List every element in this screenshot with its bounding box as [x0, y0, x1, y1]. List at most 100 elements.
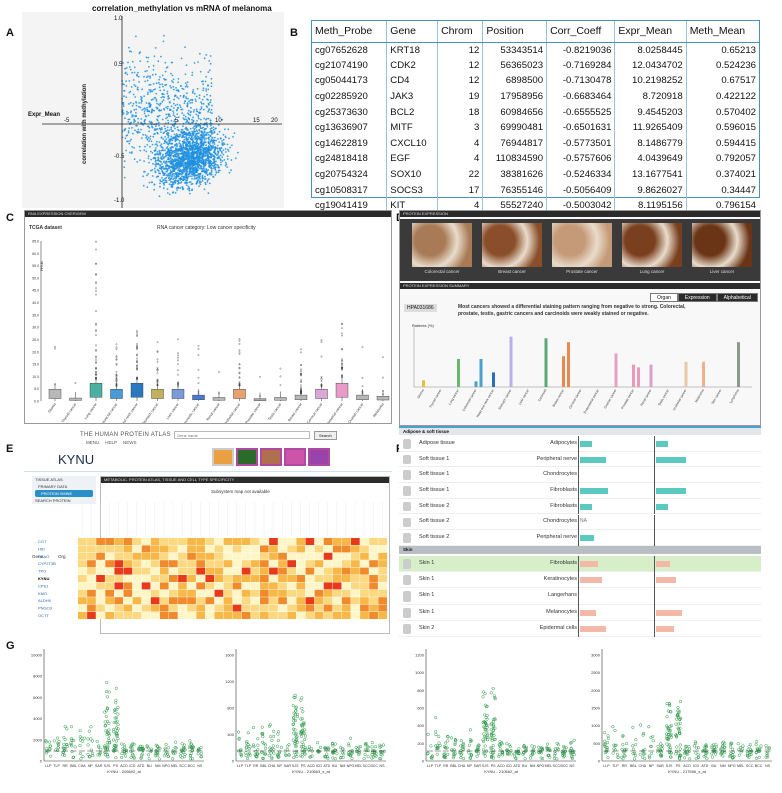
ihc-image[interactable]	[482, 223, 542, 267]
scatter-point	[163, 89, 165, 92]
scatter-point	[155, 98, 158, 101]
heatmap-gene-label[interactable]: CGT	[38, 539, 47, 544]
heatmap-gene-label[interactable]: HID	[38, 546, 45, 551]
heatmap-gene-label[interactable]: PNGO3	[38, 606, 53, 611]
scatter-point	[209, 94, 212, 97]
tab-alphabetical[interactable]: Alphabetical	[716, 293, 758, 302]
cell-type-row[interactable]: Skin 1 Keratinocytes	[399, 572, 761, 589]
cell-type-row[interactable]: Skin 1 Melanocytes	[399, 604, 761, 621]
data-point	[452, 754, 456, 758]
heatmap-gene-label[interactable]: TPO	[38, 569, 46, 574]
hpa-site-title[interactable]: THE HUMAN PROTEIN ATLAS	[80, 432, 171, 438]
scatter-point	[181, 129, 184, 131]
scatter-point	[191, 92, 194, 94]
data-point	[434, 744, 438, 748]
scatter-point	[161, 93, 164, 96]
ihc-image[interactable]	[692, 223, 752, 267]
atlas-tab-icon[interactable]	[212, 448, 234, 466]
nav-news[interactable]: NEWS	[123, 440, 137, 445]
scatter-point	[161, 155, 164, 158]
tab-organ[interactable]: Organ	[650, 293, 678, 302]
heatmap-gene-label[interactable]: KMO	[38, 591, 47, 596]
cell-type-row[interactable]: Skin 2 Epidermal cells	[399, 620, 761, 637]
side-protein-shine[interactable]: PROTEIN SHINE	[35, 490, 93, 497]
atlas-tab-icon[interactable]	[236, 448, 258, 466]
heatmap-cell	[96, 560, 105, 568]
ihc-image[interactable]	[622, 223, 682, 267]
data-point	[453, 743, 457, 747]
nav-menu[interactable]: MENU	[86, 440, 100, 445]
heatmap-cell	[114, 597, 124, 605]
scatter-point	[149, 138, 152, 140]
side-tissue-atlas[interactable]: TISSUE ATLAS	[35, 477, 63, 482]
x-tick: TLP	[435, 764, 442, 768]
cell-type-row[interactable]: Soft tissue 2 Chondrocytes NA	[399, 514, 761, 531]
cell-type-row[interactable]: Skin 1 Langerhans	[399, 588, 761, 605]
x-tick: BU	[147, 764, 152, 768]
heatmap-gene-label[interactable]: CYP2T3B	[38, 561, 56, 566]
atlas-tab-icon[interactable]	[284, 448, 306, 466]
data-point	[677, 731, 681, 735]
data-point	[189, 757, 193, 761]
x-tick: ATD	[137, 764, 144, 768]
heatmap-cell	[178, 597, 187, 605]
scatter-point	[136, 88, 139, 90]
data-point	[137, 746, 141, 750]
scatter-point	[205, 90, 208, 92]
scatter-point	[189, 140, 191, 143]
panel-d-antibody[interactable]: HPA031686	[404, 304, 437, 312]
cell-type-row[interactable]: Soft tissue 1 Fibroblasts	[399, 483, 761, 499]
cell-type-row[interactable]: Soft tissue 1 Chondrocytes	[399, 467, 761, 484]
data-point	[293, 728, 297, 732]
x-tick: SJS	[292, 764, 299, 768]
hpa-search-input[interactable]	[174, 431, 310, 439]
protein-level-bar	[656, 440, 668, 447]
data-point	[246, 743, 250, 747]
tab-expression[interactable]: Expression	[677, 293, 717, 302]
data-point	[694, 751, 698, 755]
data-point	[294, 735, 298, 740]
ihc-image[interactable]	[412, 223, 472, 267]
heatmap-gene-label[interactable]: OCTT	[38, 613, 49, 618]
nav-help[interactable]: HELP	[105, 440, 118, 445]
cell-type-row[interactable]: Soft tissue 1 Peripheral nerve	[399, 451, 761, 468]
atlas-tab-icon[interactable]	[308, 448, 330, 466]
heatmap-gene-label[interactable]: KYNU	[38, 576, 49, 581]
scatter-point	[205, 118, 207, 121]
scatter-point	[161, 74, 164, 77]
heatmap-gene-label[interactable]: HAAO	[38, 554, 49, 559]
panel-b-cell: cg20754324	[312, 166, 388, 183]
heatmap-gene-label[interactable]: ALDH9	[38, 598, 52, 603]
x-tick: Glioma	[47, 402, 57, 413]
atlas-tab-icon[interactable]	[260, 448, 282, 466]
scatter-point	[197, 167, 200, 169]
side-search-protein[interactable]: SEARCH PROTEIN	[35, 498, 71, 503]
heatmap-cell	[196, 597, 205, 605]
data-point	[303, 738, 307, 742]
ihc-image[interactable]	[552, 223, 612, 267]
heatmap-cell	[96, 538, 105, 545]
scatter-point	[154, 157, 157, 160]
scatter-point	[166, 90, 169, 93]
data-point	[300, 706, 304, 710]
scatter-point	[196, 162, 199, 165]
cell-type-row[interactable]: Soft tissue 2 Peripheral nerve	[399, 530, 761, 546]
data-point	[299, 731, 303, 736]
scatter-point	[187, 142, 190, 145]
panel-b-cell: 9.4545203	[614, 104, 687, 120]
data-point	[323, 755, 327, 759]
y-tick: 0	[40, 759, 43, 764]
panel-b-cell: 0.374021	[715, 169, 756, 181]
cell-type-row[interactable]: Soft tissue 2 Fibroblasts	[399, 498, 761, 515]
panel-b-cell: 17	[437, 182, 484, 198]
scatter-point	[158, 104, 161, 107]
cell-type-row[interactable]: Adipose tissue Adipocytes	[399, 436, 761, 452]
side-primary-data[interactable]: PRIMARY DATA	[38, 484, 68, 489]
hpa-search-button[interactable]: Search	[314, 431, 337, 440]
data-point	[357, 745, 361, 749]
scatter-point	[152, 69, 155, 71]
heatmap-gene-label[interactable]: CPS1	[38, 583, 49, 588]
scatter-point	[226, 143, 229, 146]
cell-type-row[interactable]: Skin 1 Fibroblasts	[399, 556, 761, 573]
scatter-point	[149, 89, 152, 91]
